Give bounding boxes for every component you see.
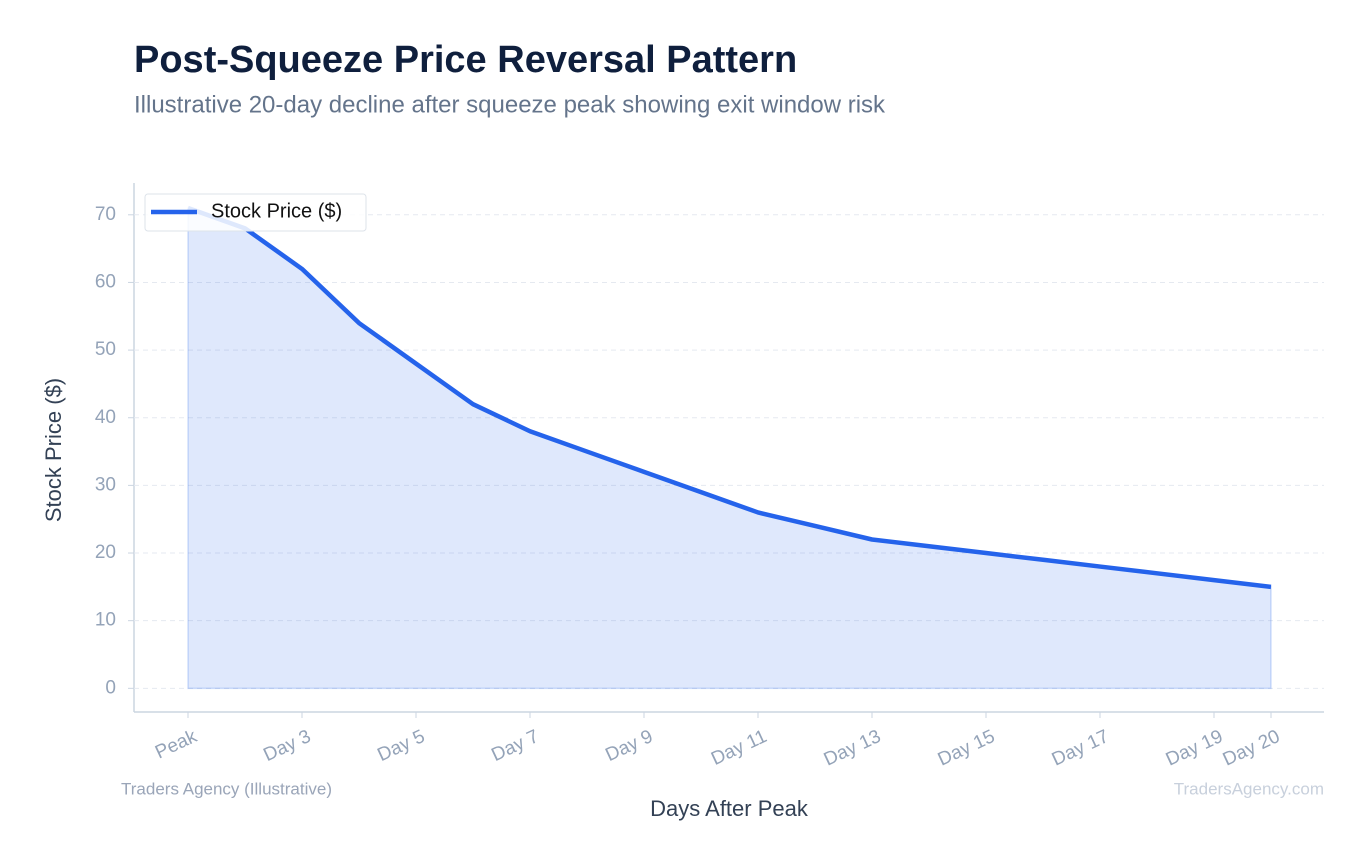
y-tick-label: 70 [95,204,116,225]
y-tick-label: 60 [95,271,116,292]
legend-label: Stock Price ($) [211,200,342,222]
x-axis-label: Days After Peak [650,796,809,821]
x-tick-label: Day 20 [1220,726,1283,770]
y-tick-label: 0 [105,677,116,698]
y-axis-label: Stock Price ($) [41,378,66,522]
x-tick-label: Day 5 [374,726,428,766]
line [187,205,1272,590]
y-tick-label: 40 [95,407,116,428]
watermark: TradersAgency.com [1174,779,1324,798]
x-tick-label: Day 3 [260,726,314,766]
chart-subtitle: Illustrative 20-day decline after squeez… [134,91,886,118]
x-tick-label: Day 17 [1049,726,1112,770]
x-tick-label: Day 15 [935,726,998,770]
area [187,206,1272,690]
y-tick-label: 30 [95,474,116,495]
x-tick-label: Day 7 [488,726,542,766]
x-tick-label: Peak [152,726,201,764]
x-tick-label: Day 19 [1163,726,1226,770]
legend-box [144,193,367,232]
x-tick-label: Day 9 [602,726,656,766]
legend: Stock Price ($) [144,193,367,232]
y-tick-label: 10 [95,610,116,631]
x-tick-label: Day 13 [821,726,884,770]
y-tick-label: 50 [95,339,116,360]
y-tick-label: 20 [95,542,116,563]
source-note: Traders Agency (Illustrative) [121,779,332,798]
x-tick-label: Day 11 [708,726,770,770]
chart-title: Post-Squeeze Price Reversal Pattern [134,39,797,81]
